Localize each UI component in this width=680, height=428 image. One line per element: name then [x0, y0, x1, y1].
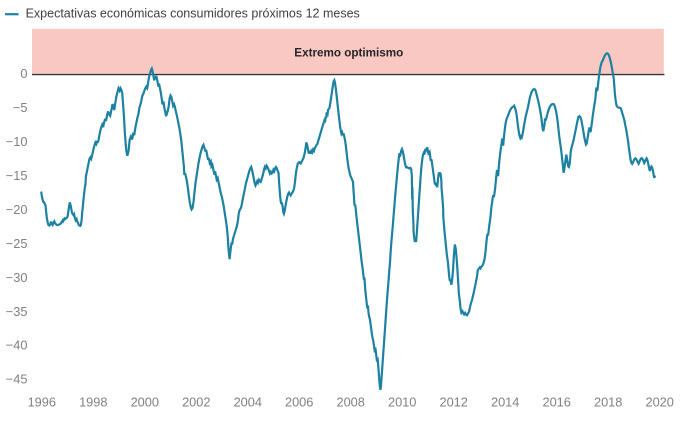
svg-text:Expectativas económicas consum: Expectativas económicas consumidores pró…: [26, 6, 360, 20]
svg-text:2018: 2018: [594, 394, 622, 409]
svg-text:2020: 2020: [645, 394, 673, 409]
svg-text:2002: 2002: [182, 394, 210, 409]
svg-text:2016: 2016: [542, 394, 570, 409]
svg-text:2014: 2014: [491, 394, 519, 409]
svg-text:−25: −25: [6, 236, 28, 251]
svg-text:2010: 2010: [388, 394, 416, 409]
svg-text:−40: −40: [6, 338, 28, 353]
svg-text:0: 0: [20, 66, 27, 81]
svg-text:2012: 2012: [439, 394, 467, 409]
svg-text:2004: 2004: [234, 394, 262, 409]
svg-text:−5: −5: [13, 100, 28, 115]
svg-text:−20: −20: [6, 202, 28, 217]
svg-text:Extremo optimismo: Extremo optimismo: [294, 45, 403, 59]
svg-text:−15: −15: [6, 168, 28, 183]
svg-text:2000: 2000: [131, 394, 159, 409]
svg-text:−35: −35: [6, 304, 28, 319]
svg-text:−10: −10: [6, 134, 28, 149]
svg-text:2008: 2008: [336, 394, 364, 409]
svg-text:−45: −45: [6, 372, 28, 387]
svg-text:1996: 1996: [28, 394, 56, 409]
svg-text:−30: −30: [6, 270, 28, 285]
svg-text:1998: 1998: [79, 394, 107, 409]
svg-text:2006: 2006: [285, 394, 313, 409]
